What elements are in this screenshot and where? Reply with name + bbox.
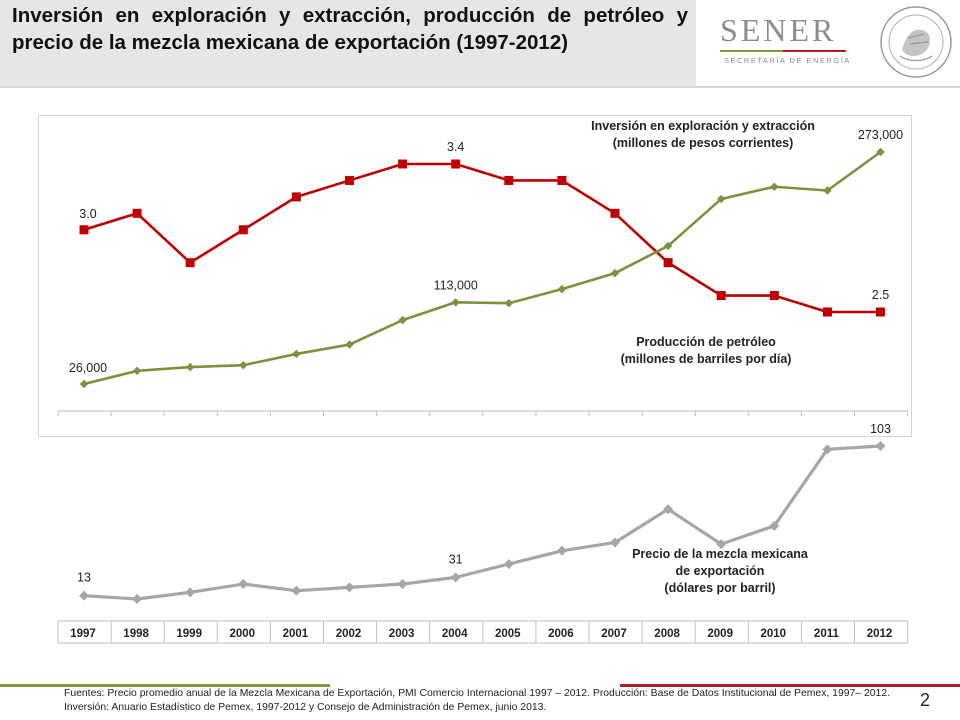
investment-point-1999 [186,362,195,372]
price-point-2002 [344,582,355,593]
investment-point-2008 [663,241,673,251]
investment-point-2002 [345,340,354,349]
sources-footnote: Fuentes: Precio promedio anual de la Mez… [64,688,890,713]
header-divider [0,86,960,88]
investment-point-1998 [132,366,142,376]
mexico-seal-icon [880,6,952,78]
investment-data-label-2004: 113,000 [434,278,478,292]
production-data-label-2012: 2.5 [872,288,889,302]
x-tick-label-2002: 2002 [336,628,362,640]
investment-data-label-2012: 273,000 [858,128,903,142]
investment-point-2012 [876,147,885,157]
price-series-label-line-1: Precio de la mezcla mexicana [632,547,809,561]
sener-logo-name: SENER [720,12,837,48]
price-point-1999 [185,587,196,598]
investment-series-label-line-1: Inversión en exploración y extracción [591,119,815,133]
sener-logo-rule [720,50,846,52]
price-point-2007 [610,537,620,548]
production-point-2012 [876,307,885,317]
production-point-2009 [716,291,726,301]
price-data-label-2012: 103 [870,422,891,436]
production-point-1997 [79,225,89,235]
production-point-2011 [822,307,832,317]
x-tick-label-2005: 2005 [495,628,521,640]
production-point-2000 [238,225,248,235]
price-point-1998 [132,594,143,604]
investment-data-label-1997: 26,000 [69,361,107,375]
price-series-line [83,444,881,601]
price-point-2005 [503,559,514,570]
page-number: 2 [920,690,931,710]
production-point-2005 [504,175,514,185]
slide-title: Inversión en exploración y extracción, p… [12,4,688,54]
x-tick-label-2011: 2011 [814,628,840,640]
slide-header: Inversión en exploración y extracción, p… [0,0,960,86]
investment-point-2000 [239,361,248,370]
production-point-2006 [557,175,567,185]
investment-point-2009 [717,194,726,204]
production-series-line [83,162,881,314]
sener-logo: SENER SECRETARÍA DE ENERGÍA [700,0,960,86]
production-point-2004 [451,159,461,169]
production-data-label-1997: 3.0 [79,207,96,221]
x-tick-label-2008: 2008 [654,628,680,640]
production-data-label-2004: 3.4 [447,140,464,154]
investment-point-2001 [292,349,301,359]
production-point-1998 [132,208,142,218]
price-point-2010 [769,520,780,531]
x-tick-label-2001: 2001 [283,628,309,640]
x-tick-label-2004: 2004 [442,628,468,640]
price-data-label-2004: 31 [449,552,463,566]
investment-point-2006 [557,284,567,294]
investment-point-2005 [504,299,513,308]
production-point-1999 [185,258,195,268]
investment-point-2007 [610,268,620,278]
production-series-label-line-2: (millones de barriles por día) [621,352,792,366]
investment-series-label-line-2: (millones de pesos corrientes) [613,136,794,150]
price-point-2004 [450,572,461,583]
production-point-2002 [345,175,354,185]
price-point-2012 [875,441,886,451]
price-point-2003 [397,579,408,590]
price-point-1997 [79,590,89,601]
price-point-2000 [238,579,249,590]
sener-logo-subtitle: SECRETARÍA DE ENERGÍA [724,56,851,65]
x-tick-label-2012: 2012 [867,628,893,640]
footer-rule-green [0,684,330,687]
title-band: Inversión en exploración y extracción, p… [0,0,696,86]
production-point-2008 [663,258,673,268]
investment-point-1997 [79,379,89,389]
price-series-label-line-3: (dólares por barril) [664,581,775,595]
x-tick-label-2006: 2006 [548,628,574,640]
investment-point-2004 [451,298,460,307]
x-tick-label-2003: 2003 [389,628,415,640]
production-point-2007 [610,208,620,218]
price-series-label-line-2: de exportación [676,564,765,578]
x-tick-label-1997: 1997 [70,628,96,640]
price-point-2008 [663,504,674,515]
production-point-2003 [398,159,408,169]
production-point-2001 [291,192,301,202]
investment-point-2010 [770,182,779,191]
price-point-2006 [556,545,567,556]
x-tick-label-2009: 2009 [707,628,733,640]
investment-series-line [83,150,882,386]
production-point-2010 [769,291,779,301]
upper-chart-frame [38,115,912,437]
price-data-label-1997: 13 [77,571,91,585]
x-tick-label-2007: 2007 [601,628,627,640]
investment-point-2011 [823,186,832,195]
x-tick-label-1999: 1999 [176,628,202,640]
x-tick-label-2000: 2000 [230,628,256,640]
price-point-2011 [822,444,833,455]
price-point-2009 [716,539,727,550]
footer-rule-red [620,684,960,687]
x-tick-label-2010: 2010 [761,628,787,640]
price-point-2001 [291,585,302,596]
production-series-label-line-1: Producción de petróleo [636,335,776,349]
investment-point-2003 [398,315,407,325]
x-tick-label-1998: 1998 [123,628,149,640]
